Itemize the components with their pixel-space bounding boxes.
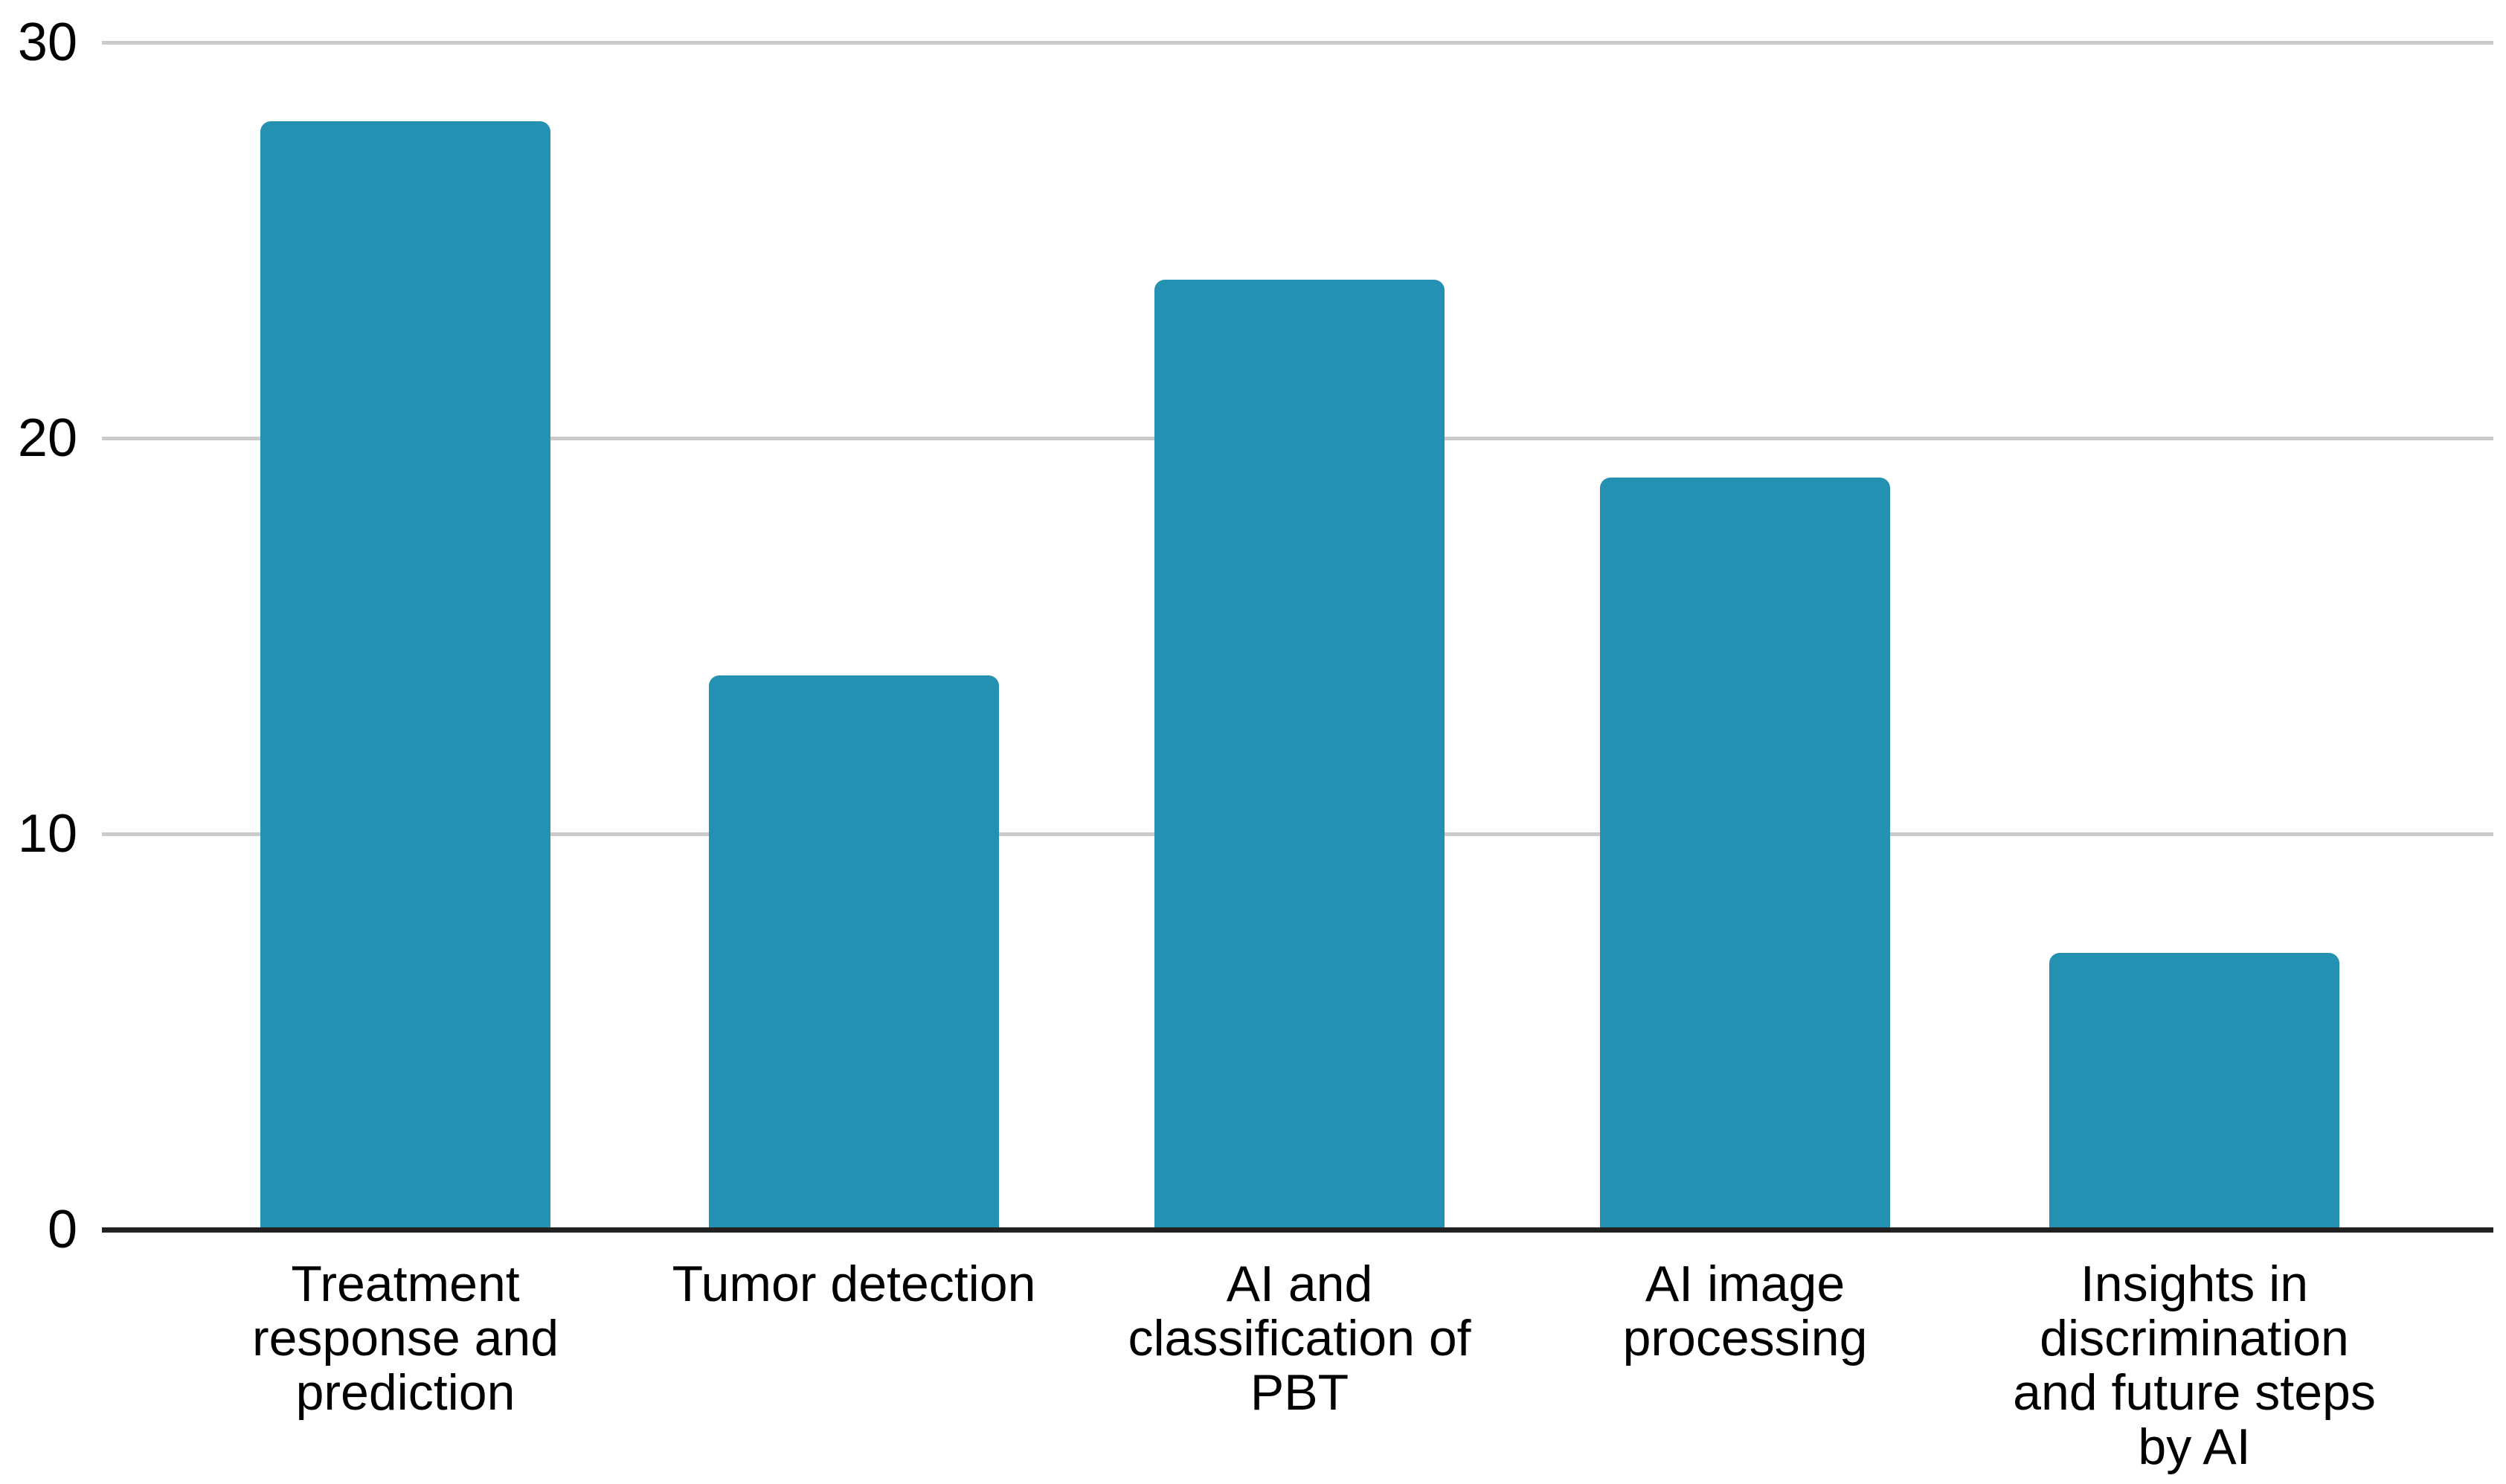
x-category-label-line: Treatment bbox=[291, 1256, 520, 1312]
x-category-label-line: by AI bbox=[2138, 1419, 2251, 1475]
bar-5 bbox=[2049, 953, 2339, 1230]
y-tick-label-30: 30 bbox=[17, 13, 77, 72]
x-category-label-4: AI image processing bbox=[1492, 1257, 1998, 1366]
y-tick-label-0: 0 bbox=[47, 1200, 77, 1259]
x-category-label-line: classification of bbox=[1128, 1310, 1471, 1366]
x-category-label-line: AI and bbox=[1226, 1256, 1373, 1312]
x-category-label-line: AI image bbox=[1645, 1256, 1845, 1312]
x-category-label-1: Treatment response and prediction bbox=[152, 1257, 658, 1420]
x-category-label-line: discrimination bbox=[2040, 1310, 2349, 1366]
y-tick-label-10: 10 bbox=[17, 804, 77, 864]
x-axis-line bbox=[102, 1227, 2493, 1233]
x-category-label-line: prediction bbox=[295, 1364, 515, 1421]
y-tick-label-20: 20 bbox=[17, 408, 77, 468]
bar-2 bbox=[709, 675, 999, 1230]
x-category-label-line: Insights in bbox=[2080, 1256, 2309, 1312]
plot-area bbox=[102, 41, 2493, 1233]
x-category-label-2: Tumor detection bbox=[601, 1257, 1107, 1311]
x-category-label-line: and future steps bbox=[2013, 1364, 2376, 1421]
x-category-label-5: Insights in discrimination and future step… bbox=[1941, 1257, 2447, 1474]
x-category-label-line: response and bbox=[251, 1310, 559, 1366]
x-category-label-3: AI and classification of PBT bbox=[1047, 1257, 1552, 1420]
gridline-y-30 bbox=[102, 41, 2493, 45]
bar-3 bbox=[1154, 280, 1445, 1230]
x-category-label-line: processing bbox=[1622, 1310, 1868, 1366]
bar-1 bbox=[260, 121, 550, 1230]
x-category-label-line: PBT bbox=[1250, 1364, 1349, 1421]
bar-4 bbox=[1600, 478, 1890, 1230]
x-category-label-line: Tumor detection bbox=[672, 1256, 1036, 1312]
